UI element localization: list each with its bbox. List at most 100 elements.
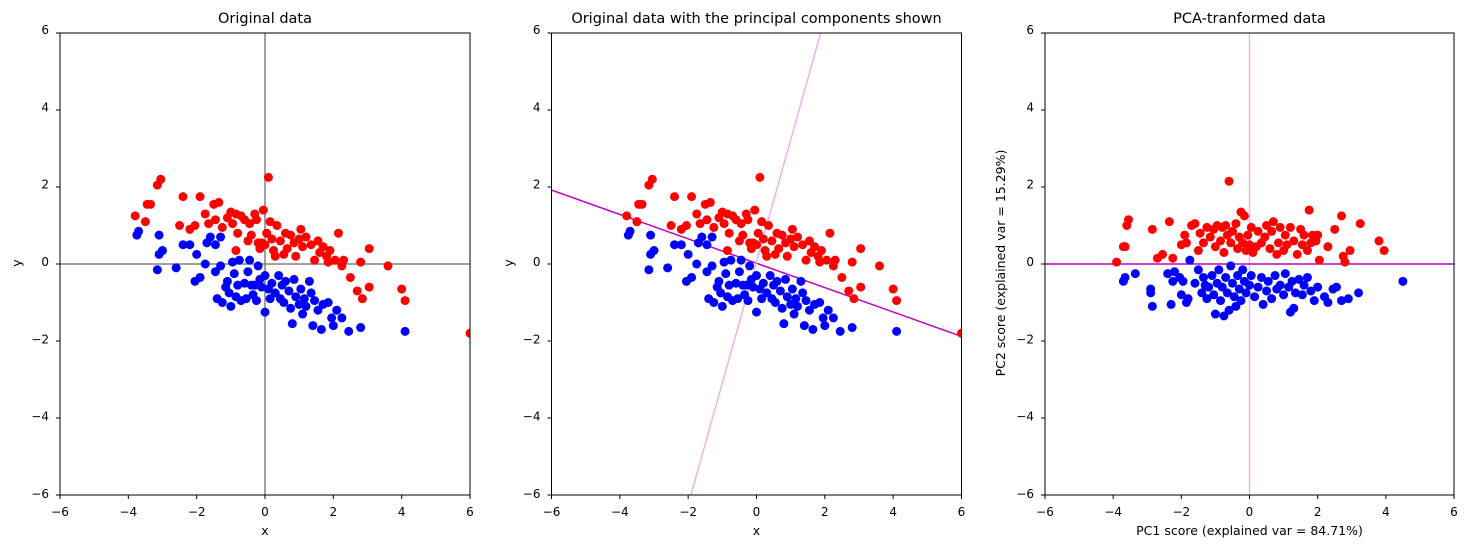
data-point	[835, 326, 845, 336]
data-point	[1233, 244, 1243, 254]
data-point	[1226, 261, 1236, 271]
data-series	[130, 172, 470, 338]
x-tick-label: 6	[958, 505, 966, 519]
data-point	[1185, 255, 1195, 265]
data-point	[318, 242, 328, 252]
data-point	[752, 240, 761, 250]
y-tick-label: 6	[1026, 23, 1034, 37]
y-tick-label: 0	[41, 255, 49, 269]
data-point	[892, 326, 902, 336]
data-series	[623, 226, 902, 336]
data-point	[787, 284, 797, 294]
data-point	[270, 251, 280, 261]
data-point	[260, 307, 270, 317]
data-point	[1190, 278, 1200, 288]
data-point	[216, 261, 226, 271]
x-tick-label: −2	[679, 505, 697, 519]
data-point	[1245, 280, 1254, 290]
data-point	[1130, 269, 1140, 279]
data-point	[258, 205, 268, 215]
data-point	[1164, 217, 1174, 227]
data-point	[1262, 221, 1272, 230]
data-point	[743, 296, 753, 306]
y-axis-label: y	[501, 259, 516, 267]
data-point	[1202, 222, 1212, 232]
data-point	[743, 215, 753, 225]
data-point	[294, 234, 304, 244]
data-point	[1280, 230, 1290, 240]
data-point	[1229, 292, 1239, 302]
y-tick-labels: −6 −4 −2 0 2 4 6	[1016, 23, 1034, 501]
data-point	[649, 246, 659, 256]
data-point	[1313, 230, 1323, 240]
data-point	[265, 217, 275, 227]
data-point	[825, 228, 835, 238]
y-axis-label: PC2 score (explained var = 15.29%)	[993, 150, 1008, 377]
data-point	[1239, 211, 1249, 221]
data-point	[822, 255, 832, 265]
data-point	[758, 278, 768, 288]
data-point	[801, 255, 811, 265]
data-point	[782, 292, 792, 302]
data-point	[734, 267, 744, 277]
data-point	[1214, 265, 1224, 275]
data-point	[296, 284, 306, 294]
data-point	[820, 321, 830, 331]
data-point	[1146, 288, 1156, 298]
data-point	[265, 294, 275, 304]
data-point	[178, 192, 188, 202]
data-point	[738, 230, 748, 240]
data-point	[323, 298, 333, 307]
panel-principal-components: Original data with the principal compone…	[501, 11, 966, 538]
data-point	[1170, 267, 1180, 277]
data-point	[1193, 246, 1203, 256]
data-point	[719, 257, 729, 267]
data-point	[1190, 219, 1200, 229]
data-point	[1354, 288, 1364, 298]
data-point	[291, 292, 301, 302]
data-point	[146, 199, 156, 209]
data-point	[356, 257, 366, 267]
data-point	[844, 286, 854, 296]
data-point	[1241, 288, 1251, 298]
x-tick-label: 2	[821, 505, 829, 519]
data-point	[1279, 290, 1289, 300]
data-point	[352, 286, 362, 296]
x-tick-label: −4	[1104, 505, 1122, 519]
data-point	[1181, 238, 1191, 248]
data-point	[1221, 221, 1231, 230]
data-point	[1275, 222, 1285, 232]
chart-title: PCA-tranformed data	[1173, 11, 1326, 27]
x-tick-label: −2	[1172, 505, 1190, 519]
data-point	[1267, 226, 1277, 236]
data-point	[1294, 274, 1304, 284]
data-point	[683, 249, 693, 259]
data-point	[245, 255, 255, 265]
data-point	[204, 219, 214, 229]
data-point	[1112, 257, 1122, 267]
data-point	[622, 211, 632, 221]
data-point	[875, 261, 884, 271]
data-point	[279, 298, 289, 307]
data-point	[1299, 230, 1309, 240]
data-point	[856, 244, 866, 254]
data-point	[1343, 294, 1353, 304]
data-point	[741, 280, 751, 290]
data-point	[284, 286, 294, 296]
data-point	[1227, 278, 1237, 288]
data-point	[1233, 271, 1243, 281]
data-point	[823, 305, 833, 315]
data-point	[646, 230, 656, 240]
data-point	[1224, 176, 1234, 186]
data-point	[1267, 294, 1277, 304]
data-point	[1231, 219, 1241, 229]
data-point	[1168, 253, 1178, 263]
data-point	[692, 259, 702, 269]
data-point	[185, 240, 195, 250]
y-tick-label: −6	[523, 487, 541, 501]
data-point	[702, 215, 712, 225]
data-point	[299, 294, 309, 304]
data-point	[777, 303, 787, 313]
x-axis-label: PC1 score (explained var = 84.71%)	[1136, 523, 1363, 538]
